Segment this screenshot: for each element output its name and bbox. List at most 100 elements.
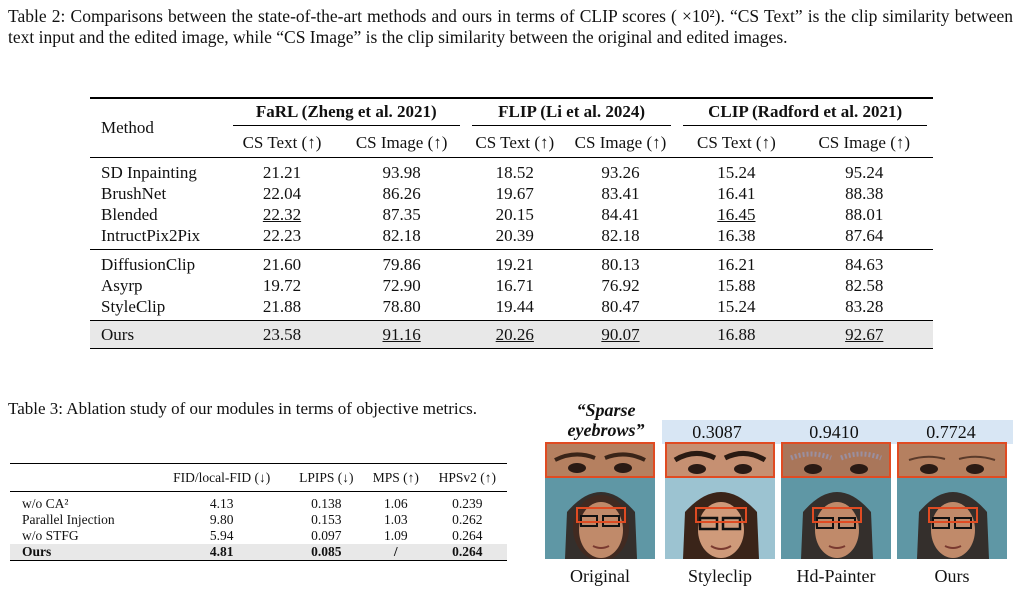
method-cell: Asyrp — [101, 275, 143, 295]
value-cell: 87.35 — [382, 204, 421, 224]
value-cell: 79.86 — [337, 249, 466, 275]
table3-header: HPSv2 (↑) — [427, 463, 507, 492]
value-cell: 0.138 — [311, 496, 342, 511]
value-cell: 1.09 — [383, 528, 408, 543]
table3-header — [10, 463, 155, 492]
method-cell: w/o STFG — [22, 528, 79, 543]
table3-header: MPS (↑) — [363, 463, 428, 492]
table-row: StyleClip 21.88 78.80 19.44 80.47 15.24 … — [90, 296, 933, 321]
table-row: Asyrp 19.72 72.90 16.71 76.92 15.88 82.5… — [90, 275, 933, 296]
score-ours: 0.7724 — [926, 422, 976, 442]
subheader: CS Image (↑) — [818, 133, 911, 152]
method-cell: StyleClip — [101, 296, 166, 316]
group-header-clip-text: CLIP (Radford et al. 2021) — [683, 102, 927, 126]
value-cell: 0.264 — [452, 528, 483, 543]
value-cell: 78.80 — [382, 296, 421, 316]
value-cell: 84.41 — [601, 204, 640, 224]
table-row-ours: Ours 23.58 91.16 20.26 90.07 16.88 92.67 — [90, 320, 933, 349]
method-cell: Parallel Injection — [22, 512, 115, 527]
table-row: w/o CA² 4.13 0.138 1.06 0.239 — [10, 492, 507, 513]
face-photo-icon — [545, 442, 655, 559]
face-photo-icon — [665, 442, 775, 559]
value-cell: 20.26 — [465, 320, 564, 349]
value-cell: 16.71 — [495, 275, 534, 295]
group-header-flip: FLIP (Li et al. 2024) — [465, 97, 678, 129]
face-photo-icon — [781, 442, 891, 559]
value-cell: 0.097 — [311, 528, 342, 543]
method-cell: SD Inpainting — [90, 157, 227, 183]
subheader: CS Image (↑) — [355, 133, 448, 152]
group-header-farl: FaRL (Zheng et al. 2021) — [226, 97, 466, 129]
group-header-farl-text: FaRL (Zheng et al. 2021) — [232, 102, 460, 126]
value-cell: 93.98 — [337, 157, 466, 183]
original-image — [545, 442, 655, 559]
value-cell: 16.41 — [717, 183, 756, 203]
table3-header: FID/local-FID (↓) — [154, 463, 289, 492]
value-cell: 15.24 — [717, 296, 756, 316]
method-cell: IntructPix2Pix — [101, 225, 201, 245]
table3-caption: Table 3: Ablation study of our modules i… — [8, 399, 478, 418]
comparison-table: Method FaRL (Zheng et al. 2021) FLIP (Li… — [90, 97, 933, 349]
value-cell: 0.085 — [288, 544, 364, 561]
value-cell: 82.18 — [601, 225, 640, 245]
value-cell: 93.26 — [563, 157, 678, 183]
value-cell: 16.45 — [717, 204, 756, 224]
value-cell: 0.262 — [452, 512, 483, 527]
edit-prompt: “Sparse eyebrows” — [567, 400, 645, 440]
value-cell: 20.39 — [495, 225, 534, 245]
value-cell: 21.88 — [262, 296, 302, 316]
value-cell: 18.52 — [465, 157, 564, 183]
table-row: Blended 22.32 87.35 20.15 84.41 16.45 88… — [90, 204, 933, 225]
value-cell: 22.04 — [262, 183, 302, 203]
value-cell: 0.264 — [427, 544, 507, 561]
table-row: DiffusionClip 21.60 79.86 19.21 80.13 16… — [90, 249, 933, 275]
value-cell: 1.06 — [383, 496, 408, 511]
value-cell: 5.94 — [209, 528, 234, 543]
value-cell: 82.58 — [845, 275, 884, 295]
label-hd-painter: Hd-Painter — [796, 566, 876, 586]
value-cell: 15.88 — [717, 275, 756, 295]
value-cell: 19.21 — [465, 249, 564, 275]
value-cell: 83.41 — [601, 183, 640, 203]
value-cell: 0.153 — [311, 512, 342, 527]
label-original: Original — [570, 566, 630, 586]
value-cell: 88.38 — [845, 183, 884, 203]
subheader: CS Text (↑) — [696, 133, 776, 152]
value-cell: 19.67 — [495, 183, 534, 203]
subheader: CS Text (↑) — [475, 133, 555, 152]
subheader: CS Text (↑) — [242, 133, 322, 152]
table-row: BrushNet 22.04 86.26 19.67 83.41 16.41 8… — [90, 183, 933, 204]
value-cell: 80.47 — [601, 296, 640, 316]
table2-caption: Table 2: Comparisons between the state-o… — [8, 6, 1013, 47]
method-cell: BrushNet — [101, 183, 167, 203]
label-styleclip: Styleclip — [688, 566, 752, 586]
value-cell: 19.72 — [262, 275, 302, 295]
table-row: w/o STFG 5.94 0.097 1.09 0.264 — [10, 528, 507, 544]
value-cell: 80.13 — [563, 249, 678, 275]
value-cell: 21.60 — [226, 249, 338, 275]
value-cell: 23.58 — [226, 320, 338, 349]
method-cell: Ours — [90, 320, 227, 349]
table-row: IntructPix2Pix 22.23 82.18 20.39 82.18 1… — [90, 225, 933, 250]
table-row: SD Inpainting 21.21 93.98 18.52 93.26 15… — [90, 157, 933, 183]
value-cell: 16.88 — [677, 320, 796, 349]
hd-painter-image — [781, 442, 891, 559]
value-cell: 9.80 — [209, 512, 234, 527]
group-header-clip: CLIP (Radford et al. 2021) — [677, 97, 933, 129]
score-styleclip: 0.3087 — [692, 422, 742, 442]
value-cell: 92.67 — [795, 320, 933, 349]
value-cell: 1.03 — [383, 512, 408, 527]
subheader: CS Image (↑) — [574, 133, 667, 152]
method-cell: Blended — [101, 204, 158, 224]
value-cell: 15.24 — [677, 157, 796, 183]
value-cell: 72.90 — [382, 275, 421, 295]
group-header-flip-text: FLIP (Li et al. 2024) — [471, 102, 672, 126]
value-cell: 91.16 — [337, 320, 466, 349]
score-hd-painter: 0.9410 — [809, 422, 859, 442]
value-cell: / — [363, 544, 428, 561]
method-cell: w/o CA² — [22, 496, 69, 511]
value-cell: 76.92 — [601, 275, 640, 295]
value-cell: 0.239 — [452, 496, 483, 511]
value-cell: 16.21 — [677, 249, 796, 275]
method-header: Method — [90, 97, 227, 158]
